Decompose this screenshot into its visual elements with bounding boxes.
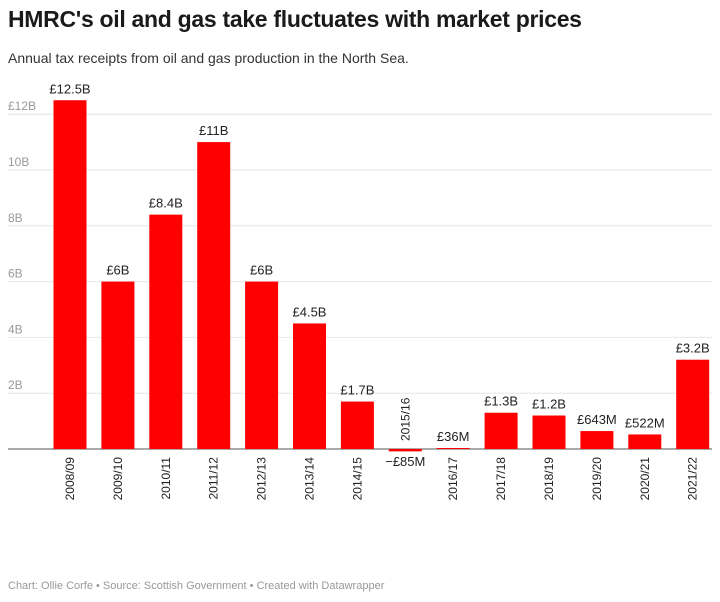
x-tick-label: 2012/13 — [255, 457, 269, 501]
chart-subtitle: Annual tax receipts from oil and gas pro… — [8, 50, 409, 66]
data-label: £1.7B — [340, 383, 374, 398]
bar — [53, 100, 87, 449]
x-tick-label: 2011/12 — [207, 457, 221, 500]
bar — [340, 401, 374, 449]
x-tick-label: 2010/11 — [159, 457, 173, 500]
x-tick-label: 2018/19 — [542, 457, 556, 501]
data-label: £6B — [250, 263, 273, 278]
bar — [101, 281, 135, 449]
data-label: −£85M — [385, 454, 425, 469]
data-label: £6B — [106, 263, 129, 278]
x-tick-label: 2021/22 — [686, 457, 700, 501]
chart-footer: Chart: Ollie Corfe • Source: Scottish Go… — [8, 580, 385, 592]
x-tick-label: 2008/09 — [63, 457, 77, 501]
x-tick-label: 2016/17 — [446, 457, 460, 501]
y-tick-label: 6B — [8, 267, 23, 281]
data-label: £1.2B — [532, 397, 566, 412]
x-axis-ticks: 2008/09 2009/10 2010/11 2011/12 2012/13 2013/… — [63, 397, 700, 500]
data-label: £11B — [199, 123, 228, 138]
bar — [245, 281, 279, 449]
data-label: £3.2B — [676, 341, 710, 356]
x-tick-label: 2017/18 — [494, 457, 508, 501]
chart-title: HMRC's oil and gas take fluctuates with … — [8, 6, 582, 32]
x-tick-label: 2019/20 — [590, 457, 604, 501]
data-label: £522M — [625, 415, 665, 430]
y-tick-label: 8B — [8, 211, 23, 225]
x-tick-label: 2013/14 — [303, 457, 317, 501]
bar — [628, 434, 662, 449]
data-label: £36M — [437, 429, 470, 444]
bars — [53, 100, 710, 452]
bar — [388, 449, 422, 452]
x-tick-label: 2020/21 — [638, 457, 652, 501]
y-tick-label: 4B — [8, 322, 23, 336]
y-tick-label: £12B — [8, 99, 36, 113]
x-tick-label: 2015/16 — [398, 397, 412, 441]
bar — [436, 447, 470, 449]
x-tick-label: 2009/10 — [111, 457, 125, 501]
y-tick-label: 2B — [8, 378, 23, 392]
x-tick-label: 2014/15 — [350, 457, 364, 501]
data-labels: £12.5B £6B £8.4B £11B £6B £4.5B £1.7B −£85M £36M… — [49, 81, 709, 469]
bar — [484, 412, 518, 449]
data-label: £643M — [577, 412, 617, 427]
bar — [197, 142, 231, 449]
bar — [293, 323, 326, 449]
bar — [676, 359, 710, 449]
data-label: £8.4B — [149, 196, 183, 211]
data-label: £1.3B — [484, 394, 518, 409]
data-label: £12.5B — [49, 81, 90, 96]
bar — [580, 431, 614, 449]
y-tick-label: 10B — [8, 155, 29, 169]
data-label: £4.5B — [293, 304, 327, 319]
bar — [149, 214, 183, 449]
bar — [532, 415, 566, 449]
